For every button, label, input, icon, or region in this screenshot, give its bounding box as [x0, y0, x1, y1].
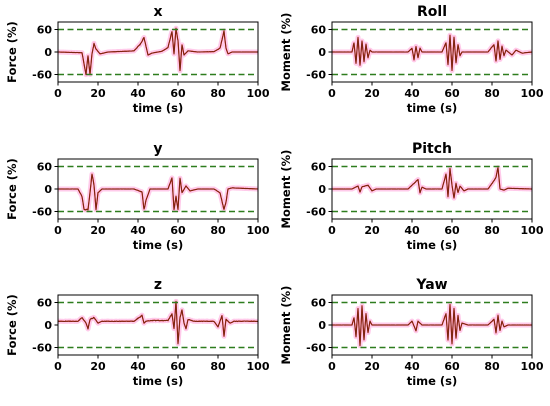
- signal-core: [332, 304, 532, 347]
- x-tick-label: 0: [328, 224, 336, 237]
- x-tick-label: 80: [484, 87, 500, 100]
- y-tick-label: -60: [306, 69, 326, 82]
- y-tick-label: 0: [44, 183, 52, 196]
- signal: [332, 302, 532, 349]
- x-tick-label: 100: [521, 87, 544, 100]
- x-tick-label: 60: [170, 87, 186, 100]
- x-tick-label: 100: [521, 360, 544, 373]
- y-tick-label: 60: [37, 161, 53, 174]
- x-tick-label: 20: [364, 224, 380, 237]
- y-tick-label: 60: [311, 24, 327, 37]
- signal: [332, 32, 532, 74]
- panel-title: Roll: [417, 4, 447, 20]
- x-tick-label: 20: [90, 360, 106, 373]
- x-tick-label: 60: [444, 87, 460, 100]
- x-tick-label: 0: [328, 87, 336, 100]
- x-tick-label: 60: [170, 360, 186, 373]
- y-axis-label: Force (%): [5, 21, 19, 83]
- x-tick-label: 0: [328, 360, 336, 373]
- signal-band: [332, 165, 532, 201]
- x-tick-label: 0: [54, 360, 62, 373]
- x-tick-label: 40: [130, 87, 146, 100]
- x-tick-label: 20: [364, 360, 380, 373]
- y-tick-label: 60: [37, 24, 53, 37]
- x-tick-label: 40: [130, 360, 146, 373]
- x-tick-label: 0: [54, 224, 62, 237]
- panel-title: Pitch: [412, 141, 452, 157]
- y-tick-label: 0: [44, 319, 52, 332]
- x-tick-label: 20: [364, 87, 380, 100]
- y-tick-label: -60: [306, 206, 326, 219]
- signal-core: [332, 34, 532, 71]
- signal-core: [332, 167, 532, 199]
- signal: [332, 165, 532, 201]
- y-axis-label: Force (%): [5, 294, 19, 356]
- signal-band: [58, 298, 258, 347]
- x-tick-label: 60: [170, 224, 186, 237]
- y-axis-label: Force (%): [5, 158, 19, 220]
- signal-core: [58, 27, 258, 76]
- panel-title: z: [154, 277, 162, 293]
- x-tick-label: 60: [444, 360, 460, 373]
- x-axis-label: time (s): [133, 101, 184, 115]
- x-axis-label: time (s): [407, 238, 458, 252]
- y-tick-label: -60: [32, 69, 52, 82]
- signal-core: [58, 300, 258, 345]
- x-tick-label: 60: [444, 224, 460, 237]
- signal-core: [58, 173, 258, 211]
- signal: [58, 298, 258, 347]
- x-axis-label: time (s): [407, 101, 458, 115]
- panel-title: x: [153, 4, 162, 20]
- x-tick-label: 100: [247, 360, 270, 373]
- y-axis-label: Moment (%): [279, 150, 293, 229]
- x-tick-label: 100: [247, 87, 270, 100]
- x-tick-label: 80: [210, 360, 226, 373]
- x-tick-label: 20: [90, 87, 106, 100]
- x-axis-label: time (s): [133, 238, 184, 252]
- y-tick-label: -60: [32, 342, 52, 355]
- x-axis-label: time (s): [407, 374, 458, 388]
- y-axis-label: Moment (%): [279, 286, 293, 365]
- y-tick-label: 0: [318, 46, 326, 59]
- y-tick-label: 0: [44, 46, 52, 59]
- panel-title: y: [153, 141, 162, 157]
- x-tick-label: 40: [130, 224, 146, 237]
- x-tick-label: 80: [210, 87, 226, 100]
- y-axis-label: Moment (%): [279, 13, 293, 92]
- panel-title: Yaw: [415, 277, 447, 293]
- x-tick-label: 40: [404, 87, 420, 100]
- y-tick-label: 60: [311, 161, 327, 174]
- x-tick-label: 100: [247, 224, 270, 237]
- x-tick-label: 40: [404, 224, 420, 237]
- y-tick-label: 60: [311, 297, 327, 310]
- y-tick-label: -60: [306, 342, 326, 355]
- x-tick-label: 80: [484, 224, 500, 237]
- x-tick-label: 40: [404, 360, 420, 373]
- x-axis-label: time (s): [133, 374, 184, 388]
- x-tick-label: 100: [521, 224, 544, 237]
- signal: [58, 25, 258, 78]
- y-tick-label: 0: [318, 183, 326, 196]
- y-tick-label: 60: [37, 297, 53, 310]
- x-tick-label: 0: [54, 87, 62, 100]
- x-tick-label: 80: [484, 360, 500, 373]
- signal: [58, 171, 258, 213]
- x-tick-label: 80: [210, 224, 226, 237]
- y-tick-label: -60: [32, 206, 52, 219]
- y-tick-label: 0: [318, 319, 326, 332]
- x-tick-label: 20: [90, 224, 106, 237]
